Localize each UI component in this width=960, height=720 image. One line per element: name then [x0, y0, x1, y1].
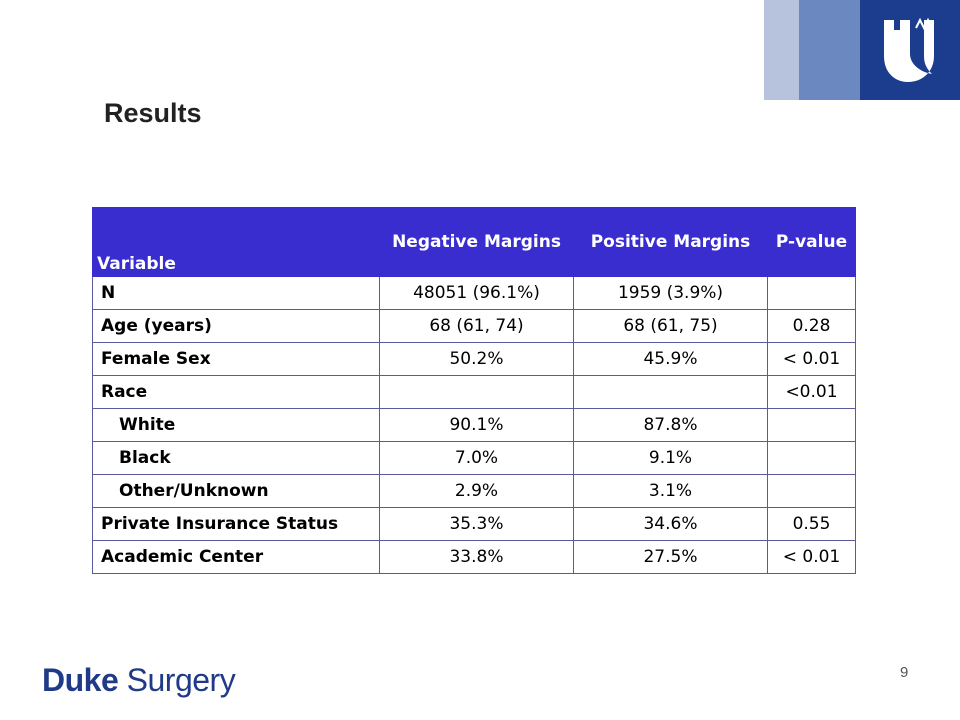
- cell-variable: Black: [92, 441, 380, 475]
- cell-positive: 87.8%: [573, 408, 768, 442]
- cell-p-value: 0.55: [767, 507, 856, 541]
- cell-positive: 45.9%: [573, 342, 768, 376]
- header-p-value: P-value: [767, 207, 856, 277]
- header-variable: Variable: [92, 207, 380, 277]
- cell-negative: 33.8%: [379, 540, 574, 574]
- table-row: Age (years) 68 (61, 74) 68 (61, 75) 0.28: [92, 309, 856, 343]
- table-row: Private Insurance Status 35.3% 34.6% 0.5…: [92, 507, 856, 541]
- header-positive-margins: Positive Margins: [573, 207, 768, 277]
- cell-negative: 90.1%: [379, 408, 574, 442]
- header-negative-margins: Negative Margins: [379, 207, 574, 277]
- table-header-row: Variable Negative Margins Positive Margi…: [92, 207, 856, 277]
- duke-surgery-logo: Duke Surgery: [42, 662, 236, 699]
- logo-regular-text: Surgery: [126, 662, 236, 698]
- cell-positive: 68 (61, 75): [573, 309, 768, 343]
- cell-positive: [573, 375, 768, 409]
- cell-p-value: < 0.01: [767, 342, 856, 376]
- cell-variable: Academic Center: [92, 540, 380, 574]
- table-row: Academic Center 33.8% 27.5% < 0.01: [92, 540, 856, 574]
- cell-variable: Private Insurance Status: [92, 507, 380, 541]
- cell-positive: 1959 (3.9%): [573, 276, 768, 310]
- cell-variable: Female Sex: [92, 342, 380, 376]
- cell-p-value: 0.28: [767, 309, 856, 343]
- cell-negative: 48051 (96.1%): [379, 276, 574, 310]
- header-band-light: [764, 0, 799, 100]
- cell-positive: 3.1%: [573, 474, 768, 508]
- logo-bold-text: Duke: [42, 662, 119, 698]
- cell-negative: 7.0%: [379, 441, 574, 475]
- table-row: White 90.1% 87.8%: [92, 408, 856, 442]
- cell-negative: 50.2%: [379, 342, 574, 376]
- header-band-mid: [799, 0, 860, 100]
- cell-variable: Other/Unknown: [92, 474, 380, 508]
- cell-variable: N: [92, 276, 380, 310]
- cell-variable: White: [92, 408, 380, 442]
- table-row: N 48051 (96.1%) 1959 (3.9%): [92, 276, 856, 310]
- cell-negative: 2.9%: [379, 474, 574, 508]
- table-row: Black 7.0% 9.1%: [92, 441, 856, 475]
- cell-negative: 68 (61, 74): [379, 309, 574, 343]
- cell-positive: 34.6%: [573, 507, 768, 541]
- cell-p-value: [767, 441, 856, 475]
- table-row: Other/Unknown 2.9% 3.1%: [92, 474, 856, 508]
- cell-p-value: [767, 474, 856, 508]
- cell-p-value: <0.01: [767, 375, 856, 409]
- page-number: 9: [900, 664, 909, 681]
- table-row: Female Sex 50.2% 45.9% < 0.01: [92, 342, 856, 376]
- cell-variable: Race: [92, 375, 380, 409]
- table-row: Race <0.01: [92, 375, 856, 409]
- cell-p-value: [767, 408, 856, 442]
- duke-shield-icon: [884, 17, 934, 82]
- cell-positive: 9.1%: [573, 441, 768, 475]
- cell-negative: [379, 375, 574, 409]
- results-table: Variable Negative Margins Positive Margi…: [92, 207, 856, 574]
- cell-negative: 35.3%: [379, 507, 574, 541]
- cell-p-value: [767, 276, 856, 310]
- cell-variable: Age (years): [92, 309, 380, 343]
- slide-title: Results: [104, 98, 202, 128]
- cell-p-value: < 0.01: [767, 540, 856, 574]
- cell-positive: 27.5%: [573, 540, 768, 574]
